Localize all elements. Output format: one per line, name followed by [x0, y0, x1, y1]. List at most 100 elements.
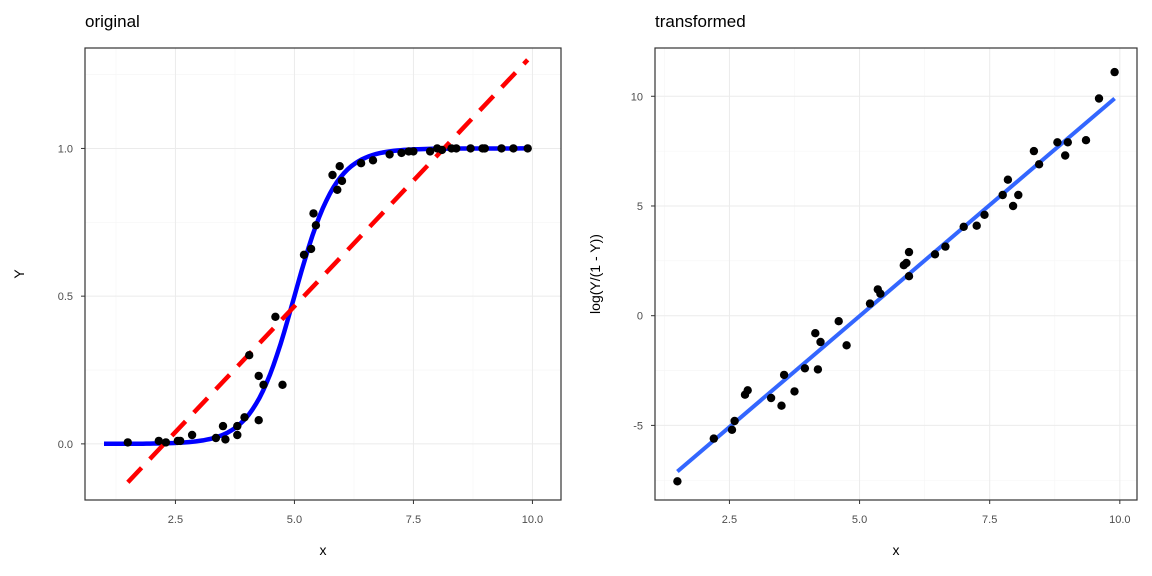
fit-lines-original: [104, 58, 530, 484]
data-point: [466, 144, 475, 153]
y-axis-label-original: Y: [11, 269, 27, 279]
data-point: [930, 250, 940, 259]
data-point: [306, 244, 316, 254]
data-point: [727, 425, 737, 434]
grid-original: [85, 48, 561, 500]
data-point: [766, 393, 776, 403]
data-point: [254, 371, 263, 381]
data-point: [337, 176, 347, 186]
data-point: [497, 144, 506, 153]
x-tick-label: 2.5: [722, 514, 737, 526]
data-point: [842, 341, 851, 350]
data-point: [368, 156, 378, 165]
data-point: [743, 386, 752, 395]
data-point: [730, 416, 739, 426]
points-original: [123, 144, 532, 447]
data-point: [333, 185, 342, 194]
data-point: [161, 438, 171, 447]
data-point: [904, 247, 914, 257]
fit-lines-transformed: [676, 96, 1116, 473]
data-point: [176, 436, 185, 446]
data-point: [998, 190, 1007, 200]
data-point: [1094, 94, 1104, 103]
linear-fit-line: [126, 58, 530, 484]
data-point: [397, 148, 406, 158]
y-tick-label: 5: [637, 201, 643, 213]
data-point: [437, 145, 447, 155]
data-point: [779, 370, 789, 380]
data-point: [233, 421, 242, 431]
panel-original: original 2.5 5.0 7.5 10.0 0.0 0.5 1.0 x Y: [11, 12, 562, 558]
data-point: [385, 150, 394, 159]
x-tick-label: 5.0: [852, 514, 867, 526]
data-point: [834, 317, 843, 326]
data-point: [980, 210, 989, 219]
data-point: [1029, 146, 1039, 156]
data-point: [876, 289, 885, 298]
data-point: [356, 159, 366, 168]
data-point: [941, 242, 950, 251]
data-point: [328, 170, 337, 180]
panel-transformed: transformed 2.5 5.0 7.5 10.0 -5 0 5 10 x log(Y…: [587, 12, 1138, 558]
x-ticks-original: 2.5 5.0 7.5 10.0: [168, 500, 543, 526]
data-point: [813, 365, 823, 374]
x-tick-label: 10.0: [522, 514, 543, 526]
data-point: [211, 433, 221, 443]
y-tick-label: 0.5: [58, 291, 73, 303]
panel-title-transformed: transformed: [655, 12, 746, 31]
data-point: [1003, 175, 1013, 184]
data-point: [1014, 190, 1023, 200]
points-transformed: [673, 67, 1119, 486]
data-point: [1110, 67, 1119, 77]
data-point: [1034, 160, 1044, 169]
data-point: [123, 438, 132, 447]
y-ticks-original: 0.0 0.5 1.0: [58, 143, 85, 451]
data-point: [790, 387, 799, 396]
data-point: [409, 147, 418, 156]
linear-fit-line: [676, 96, 1116, 473]
data-point: [452, 144, 461, 153]
data-point: [254, 416, 263, 425]
data-point: [154, 436, 163, 446]
data-point: [309, 209, 318, 218]
y-tick-label: 0: [637, 311, 643, 323]
x-axis-label-original: x: [320, 542, 327, 558]
y-ticks-transformed: -5 0 5 10: [631, 91, 655, 432]
data-point: [811, 329, 820, 338]
data-point: [523, 144, 532, 153]
data-point: [271, 312, 280, 321]
data-point: [299, 250, 309, 259]
data-point: [509, 144, 518, 153]
data-point: [335, 162, 344, 171]
data-point: [777, 401, 786, 410]
panel-frame-original: [84, 47, 562, 501]
data-point: [1053, 138, 1062, 147]
data-point: [259, 380, 268, 389]
data-point: [816, 337, 825, 347]
x-tick-label: 5.0: [287, 514, 302, 526]
data-point: [709, 434, 718, 443]
data-point: [800, 364, 810, 373]
data-point: [1081, 136, 1091, 145]
x-ticks-transformed: 2.5 5.0 7.5 10.0: [722, 500, 1131, 526]
data-point: [311, 221, 321, 230]
data-point: [673, 477, 682, 486]
x-tick-label: 2.5: [168, 514, 183, 526]
data-point: [480, 144, 489, 153]
data-point: [233, 430, 242, 440]
y-tick-label: 0.0: [58, 439, 73, 451]
x-tick-label: 7.5: [406, 514, 421, 526]
data-point: [221, 435, 230, 444]
data-point: [187, 430, 197, 440]
grid-transformed: [655, 48, 1137, 500]
data-point: [245, 351, 254, 360]
x-tick-label: 10.0: [1109, 514, 1130, 526]
x-axis-label-transformed: x: [893, 542, 900, 558]
data-point: [218, 421, 228, 431]
y-tick-label: -5: [633, 420, 643, 432]
data-point: [1063, 138, 1073, 147]
data-point: [240, 413, 249, 422]
data-point: [865, 299, 875, 308]
panel-title-original: original: [85, 12, 140, 31]
